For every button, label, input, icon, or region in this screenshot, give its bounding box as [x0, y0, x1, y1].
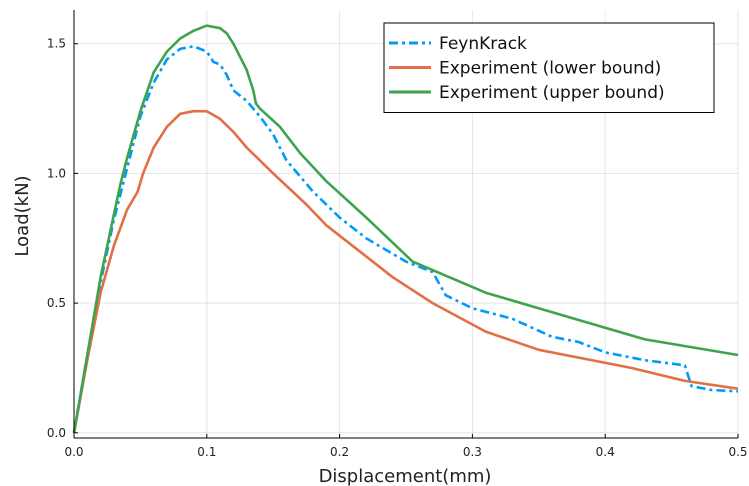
legend-label-0: FeynKrack: [439, 34, 527, 54]
y-axis-label: Load(kN): [12, 175, 33, 256]
y-tick-label: 1.5: [47, 37, 66, 51]
plot-frame: [73, 10, 739, 439]
legend: FeynKrack Experiment (lower bound) Experim…: [383, 22, 715, 113]
series-lines: [72, 24, 739, 434]
x-tick-label: 0.0: [64, 445, 83, 459]
series-line-2: [72, 24, 739, 434]
legend-label-2: Experiment (upper bound): [439, 83, 665, 103]
x-axis-label: Displacement(mm): [319, 466, 492, 486]
x-tick-labels: 0.0 0.1 0.2 0.3 0.4 0.5: [64, 445, 747, 459]
y-tick-label: 0.5: [47, 296, 66, 310]
y-tick-label: 0.0: [47, 426, 66, 440]
legend-box: [383, 22, 715, 113]
x-tick-label: 0.1: [197, 445, 216, 459]
legend-label-1: Experiment (lower bound): [439, 59, 661, 79]
x-tick-label: 0.3: [463, 445, 482, 459]
y-tick-label: 1.0: [47, 166, 66, 180]
series-line-0: [72, 45, 739, 434]
x-tick-label: 0.2: [330, 445, 349, 459]
series-line-1: [72, 109, 739, 434]
x-tick-label: 0.5: [728, 445, 747, 459]
y-tick-labels: 0.0 0.5 1.0 1.5: [47, 37, 66, 440]
x-tick-label: 0.4: [596, 445, 615, 459]
